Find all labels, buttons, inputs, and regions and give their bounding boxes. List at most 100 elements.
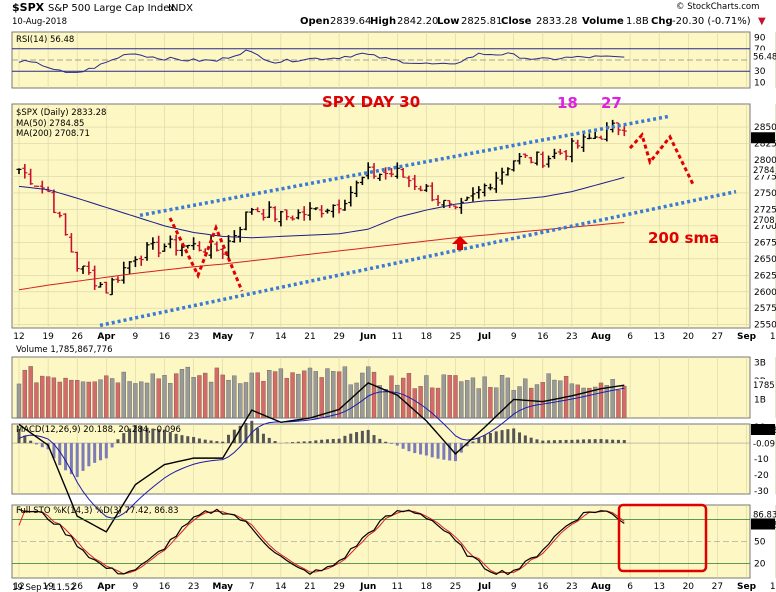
macd-histogram-bar bbox=[331, 438, 335, 444]
low-label: Low bbox=[437, 16, 459, 27]
ma50-tag: 2784 bbox=[753, 166, 775, 176]
annotation-count-27: 27 bbox=[601, 94, 622, 112]
macd-histogram-bar bbox=[407, 443, 411, 452]
rsi-value-tag-bg bbox=[751, 50, 775, 62]
volume-bar bbox=[616, 390, 621, 419]
ma50-tag-bg bbox=[751, 163, 775, 175]
macd-histogram-bar bbox=[424, 443, 428, 456]
low-value: 2825.81 bbox=[461, 16, 502, 27]
macd-histogram-bar bbox=[611, 439, 615, 444]
volume-bar bbox=[354, 382, 359, 419]
volume-bar bbox=[109, 378, 115, 419]
macd-histogram-bar bbox=[291, 442, 295, 444]
volume-bar bbox=[581, 387, 586, 419]
volume-bar bbox=[63, 377, 68, 419]
macd-histogram-bar bbox=[343, 435, 347, 444]
volume-bar bbox=[313, 371, 318, 419]
volume-bar bbox=[255, 372, 260, 419]
macd-histogram-bar bbox=[203, 439, 207, 444]
up-arrow-icon bbox=[452, 236, 468, 250]
macd-y-tick: -30 bbox=[754, 487, 769, 497]
price-y-tick: 2700 bbox=[754, 222, 776, 232]
open-label: Open bbox=[300, 16, 330, 27]
sto-k-tag: 77.42 bbox=[753, 520, 776, 530]
x-tick-label: 21 bbox=[304, 582, 315, 592]
volume-bar bbox=[540, 382, 545, 419]
volume-bar bbox=[40, 375, 45, 419]
price-last-tag-bg bbox=[751, 132, 775, 144]
volume-bar bbox=[278, 368, 284, 419]
volume-bar bbox=[342, 366, 348, 419]
x-tick-label: 25 bbox=[450, 332, 461, 342]
volume-bar bbox=[366, 366, 371, 419]
macd-histogram-bar bbox=[296, 441, 300, 444]
volume-bar bbox=[243, 382, 249, 419]
close-value: 2833.28 bbox=[536, 16, 577, 27]
macd-histogram-bar bbox=[547, 440, 551, 444]
volume-bar bbox=[162, 375, 167, 419]
volume-bar bbox=[418, 386, 423, 419]
macd-histogram-bar bbox=[145, 427, 149, 444]
x-tick-label: 16 bbox=[537, 582, 549, 592]
volume-bar bbox=[191, 377, 196, 419]
volume-label: Volume 1,785,867,776 bbox=[16, 345, 113, 355]
ma200-tag: 2708 bbox=[753, 216, 775, 226]
x-tick-label: 25 bbox=[450, 582, 461, 592]
macd-histogram-bar bbox=[518, 432, 522, 444]
volume-bar bbox=[173, 373, 179, 419]
macd-histogram-bar bbox=[128, 428, 132, 444]
volume-bar bbox=[435, 387, 441, 419]
macd-histogram-bar bbox=[389, 443, 393, 444]
macd-y-tick: -10 bbox=[754, 455, 769, 465]
macd-histogram-bar bbox=[529, 437, 533, 444]
volume-bar bbox=[575, 384, 580, 419]
x-tick-label: 29 bbox=[333, 332, 345, 342]
macd-histogram-bar bbox=[98, 443, 102, 461]
sto-y-tick: 50 bbox=[754, 538, 766, 548]
x-tick-label: 9 bbox=[511, 582, 517, 592]
volume-bar bbox=[336, 371, 342, 419]
volume-bar bbox=[16, 383, 22, 419]
macd-y-tick: -20 bbox=[754, 471, 769, 481]
macd-histogram-bar bbox=[133, 425, 137, 444]
volume-bar bbox=[261, 380, 266, 419]
rsi-y-tick: 70 bbox=[754, 45, 766, 55]
macd-histogram-bar bbox=[622, 440, 626, 444]
macd-histogram-bar bbox=[593, 439, 597, 444]
macd-histogram-bar bbox=[541, 440, 545, 444]
rsi-line bbox=[18, 49, 625, 73]
ma50-legend: MA(50) 2784.85 bbox=[16, 119, 84, 129]
volume-bar bbox=[604, 385, 609, 419]
macd-histogram-bar bbox=[174, 433, 178, 444]
volume-bar bbox=[395, 384, 400, 419]
volume-bar bbox=[115, 382, 121, 419]
x-tick-label: 11 bbox=[392, 332, 403, 342]
macd-histogram-bar bbox=[122, 433, 126, 444]
macd-histogram-bar bbox=[215, 441, 219, 444]
volume-value: 1.8B bbox=[626, 16, 649, 27]
price-y-tick: 2675 bbox=[754, 238, 776, 248]
volume-bar bbox=[412, 388, 417, 419]
macd-histogram-bar bbox=[17, 429, 21, 444]
macd-histogram-bar bbox=[401, 443, 405, 449]
macd-histogram-bar bbox=[261, 433, 265, 444]
sto-k-tag-bg bbox=[751, 518, 775, 530]
macd-histogram-bar bbox=[116, 439, 120, 444]
price-y-tick: 2825 bbox=[754, 140, 776, 150]
volume-bar bbox=[80, 381, 86, 419]
volume-bar bbox=[482, 376, 487, 419]
macd-signal-line bbox=[18, 387, 625, 519]
macd-histogram-bar bbox=[23, 435, 27, 444]
x-tick-label: 19 bbox=[42, 582, 54, 592]
volume-y-tick: 1B bbox=[754, 396, 766, 406]
sto-d-tag: 86.83 bbox=[753, 511, 776, 521]
macd-hist-tag: -0.09 bbox=[753, 439, 775, 449]
x-tick-label: 6 bbox=[627, 582, 633, 592]
x-tick-label: 16 bbox=[159, 582, 171, 592]
macd-histogram-bar bbox=[192, 436, 196, 444]
x-tick-label: Sep bbox=[737, 582, 757, 592]
macd-histogram-bar bbox=[34, 443, 38, 445]
volume-last-tag-bg bbox=[751, 379, 775, 391]
